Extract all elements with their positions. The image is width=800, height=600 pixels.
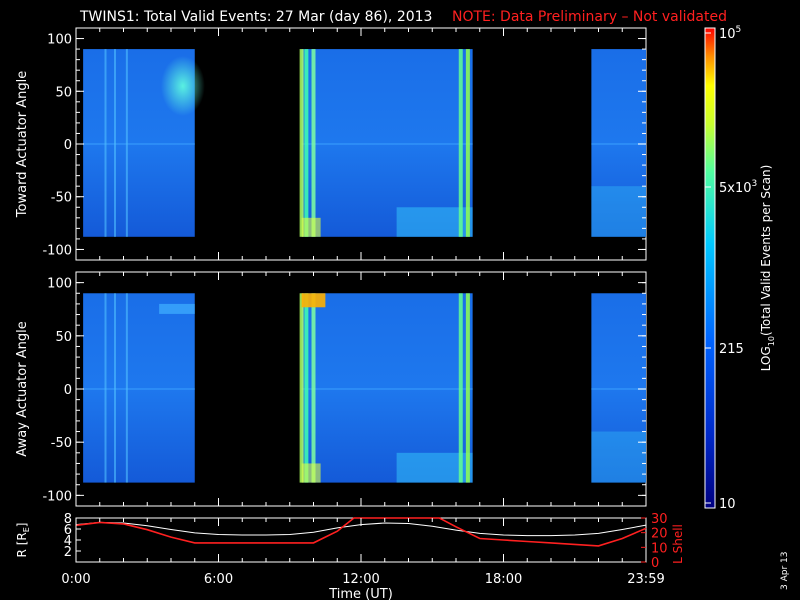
y-tick-label-right: 0: [651, 556, 659, 571]
y-tick-label: 0: [64, 383, 72, 398]
lshell-line: [75, 517, 647, 547]
data-block: [591, 49, 646, 237]
data-texture: [301, 217, 321, 237]
y-axis-label-right: L Shell: [671, 524, 685, 564]
colorbar-tick-label: 10: [719, 497, 736, 512]
y-tick-label: 50: [55, 330, 72, 345]
data-streak: [465, 293, 470, 483]
data-streak: [299, 293, 304, 483]
y-tick-label: -50: [51, 436, 72, 451]
data-texture: [104, 49, 107, 237]
x-tick-label: 18:00: [485, 572, 522, 587]
data-streak: [311, 293, 316, 483]
y-tick-label: 8: [64, 512, 72, 527]
y-tick-label: -50: [51, 191, 72, 206]
y-tick-label: 100: [47, 33, 72, 48]
y-tick-label: 50: [55, 85, 72, 100]
data-block: [301, 293, 473, 483]
date-stamp: 3 Apr 13: [780, 552, 790, 590]
data-texture: [591, 431, 646, 483]
data-texture: [301, 293, 326, 308]
data-block: [301, 49, 473, 237]
data-block: [83, 293, 195, 483]
data-block: [591, 293, 646, 483]
colorbar-tick-label: 215: [719, 342, 744, 357]
y-tick-label: 4: [64, 534, 72, 549]
y-tick-label-right: 10: [651, 541, 668, 556]
data-texture: [591, 186, 646, 237]
colorbar-tick-label: 5x103: [719, 179, 757, 196]
y-tick-label: -100: [42, 243, 72, 258]
x-tick-label: 0:00: [61, 572, 90, 587]
data-streak: [304, 293, 309, 483]
y-tick-label: -100: [42, 489, 72, 504]
x-axis-label: Time (UT): [328, 587, 393, 600]
data-texture: [160, 56, 205, 116]
y-tick-label: 6: [64, 523, 72, 538]
y-tick-label: 100: [47, 277, 72, 292]
data-texture: [159, 303, 195, 314]
colorbar: LOG10(Total Valid Events per Scan) 105 5x…: [704, 25, 776, 512]
data-streak: [458, 49, 463, 237]
data-texture: [301, 463, 321, 483]
away-angle-panel: 100 50 0 -50 -100 Away Actuator Angle: [15, 271, 647, 507]
y-axis-label: Toward Actuator Angle: [15, 71, 30, 218]
colorbar-tick-label: 105: [719, 25, 741, 42]
chart-title: TWINS1: Total Valid Events: 27 Mar (day …: [79, 9, 432, 25]
x-tick-label: 23:59: [627, 572, 664, 587]
data-texture: [104, 293, 107, 483]
data-texture: [125, 49, 128, 237]
x-tick-label: 12:00: [342, 572, 379, 587]
data-streak: [299, 49, 304, 237]
y-tick-label-right: 30: [651, 512, 668, 527]
data-streak: [311, 49, 316, 237]
data-texture: [114, 293, 116, 483]
colorbar-gradient: [704, 27, 716, 509]
y-axis-label: R [RE]: [15, 523, 31, 558]
y-tick-label-right: 20: [651, 527, 668, 542]
y-axis-label: Away Actuator Angle: [15, 321, 30, 456]
toward-angle-panel: 100 50 0 -50 -100 Toward Actuator Angle: [15, 27, 647, 261]
data-streak: [304, 49, 309, 237]
data-texture: [125, 293, 128, 483]
y-tick-label: 2: [64, 545, 72, 560]
data-streak: [465, 49, 470, 237]
preliminary-note: NOTE: Data Preliminary – Not validated: [452, 9, 727, 25]
data-texture: [114, 49, 116, 237]
data-streak: [458, 293, 463, 483]
x-tick-label: 6:00: [204, 572, 233, 587]
colorbar-label: LOG10(Total Valid Events per Scan): [759, 165, 776, 372]
y-tick-label: 0: [64, 138, 72, 153]
